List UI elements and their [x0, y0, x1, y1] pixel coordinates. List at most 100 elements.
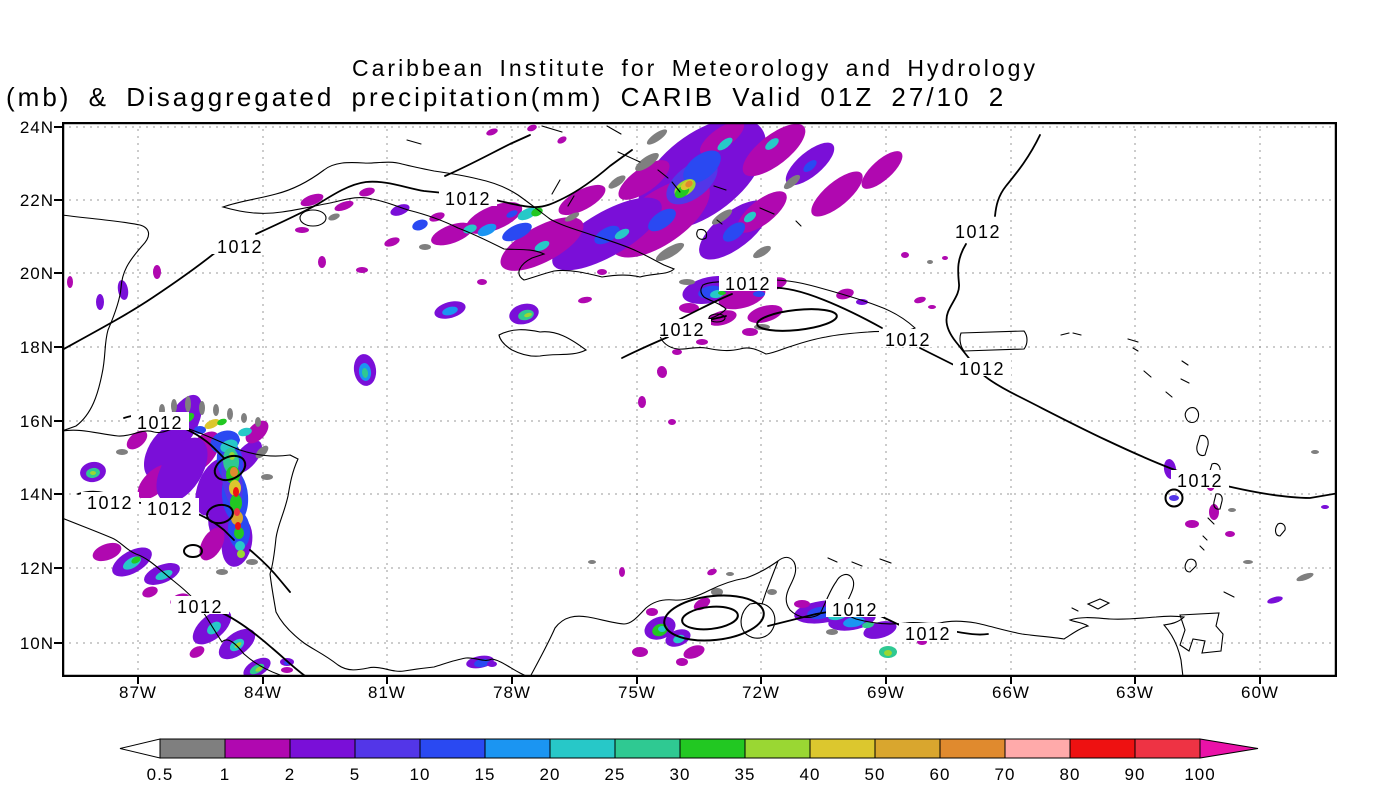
precip-cell: [431, 222, 473, 246]
colorbar-segment: [744, 738, 811, 759]
precip-cell: [578, 296, 592, 304]
precip-cell: [646, 608, 658, 616]
precip-cell: [743, 211, 757, 223]
precip-cell: [328, 213, 340, 221]
precip-cell: [245, 420, 269, 444]
precip-cell: [742, 328, 758, 336]
x-axis-tick-mark: [386, 677, 388, 684]
colorbar-segment: [159, 738, 226, 759]
precip-cell: [487, 661, 497, 667]
precip-cell: [811, 171, 863, 217]
isobar-closed-contour: [663, 594, 765, 642]
colorbar-segment: [1069, 738, 1136, 759]
coastline: [62, 214, 150, 432]
precip-cell: [1169, 495, 1179, 501]
precip-cell: [233, 487, 239, 497]
precip-cell: [726, 572, 734, 576]
y-axis-tick-label: 10N: [19, 634, 54, 653]
isobar-closed-contour: [213, 454, 247, 482]
precip-cell: [318, 256, 326, 268]
colorbar-tick-label: 50: [865, 765, 886, 784]
precip-cell: [685, 180, 693, 188]
precip-cell: [237, 550, 245, 558]
isobar-label-mask: [439, 188, 497, 206]
isobar-label: 1012: [177, 597, 223, 617]
x-axis-tick-mark: [1134, 677, 1136, 684]
coastline: [529, 556, 1186, 677]
precip-cell: [234, 527, 244, 539]
isobar-contour: [444, 134, 531, 177]
precip-cell: [927, 260, 933, 264]
x-axis-tick-mark: [760, 677, 762, 684]
precip-cell: [155, 569, 173, 581]
isobar-closed-contour: [183, 544, 203, 558]
precipitation-shading-layer: [67, 122, 1329, 677]
isobar-label-mask: [141, 498, 199, 516]
precip-cell: [442, 306, 458, 316]
colorbar-segment: [939, 738, 1006, 759]
precip-cell: [334, 200, 354, 212]
y-axis-tick-mark: [54, 493, 62, 495]
isobar-contour: [767, 610, 835, 627]
precip-cell: [1321, 505, 1329, 509]
precip-cell: [767, 589, 777, 595]
x-axis-tick-mark: [1010, 677, 1012, 684]
colorbar-tick-label: 80: [1060, 765, 1081, 784]
precip-cell: [699, 122, 745, 156]
precip-cell: [477, 279, 487, 285]
precip-cell: [502, 222, 532, 242]
precip-cell: [942, 256, 948, 260]
isobar-label-mask: [953, 358, 1011, 376]
precip-cell: [142, 586, 158, 598]
precip-cell: [90, 471, 96, 475]
precip-cell: [412, 219, 428, 231]
precip-cell: [914, 296, 926, 304]
precip-cell: [241, 413, 247, 423]
precip-cell: [676, 658, 688, 666]
precip-cell: [235, 541, 245, 551]
precip-cell: [361, 368, 369, 378]
colorbar-segment: [419, 738, 486, 759]
precip-cell: [506, 210, 518, 218]
isobar-label: 1012: [147, 499, 193, 519]
isobar-label-mask: [826, 599, 884, 617]
precip-cell: [217, 418, 227, 426]
isobar-label-mask: [131, 412, 189, 430]
precip-cell: [711, 588, 723, 596]
y-axis-tick-mark: [54, 642, 62, 644]
precip-cell: [672, 349, 682, 355]
precip-cell: [126, 430, 148, 450]
colorbar-tick-label: 70: [995, 765, 1016, 784]
precip-cell: [588, 560, 596, 564]
x-axis-tick-label: 84W: [244, 683, 282, 702]
x-axis-tick-mark: [885, 677, 887, 684]
precip-cell: [803, 160, 817, 172]
precip-cell: [199, 401, 205, 415]
isobar-label-mask: [1171, 470, 1229, 488]
precip-cell: [235, 522, 241, 530]
x-axis-tick-label: 69W: [867, 683, 905, 702]
precip-cell: [230, 467, 238, 477]
precip-cell: [836, 288, 854, 300]
isobar-label: 1012: [137, 413, 183, 433]
coastline: [498, 329, 588, 357]
precip-cell: [131, 556, 141, 564]
colorbar-tick-label: 0.5: [147, 765, 174, 784]
isobar-label: 1012: [955, 222, 1001, 242]
precip-cell: [856, 299, 868, 305]
colorbar-tick-label: 5: [350, 765, 360, 784]
coastline: [406, 125, 802, 240]
colorbar-tick-label: 2: [285, 765, 295, 784]
isobar-label-mask: [949, 221, 1007, 239]
precip-cell: [928, 305, 936, 309]
precip-cell: [189, 646, 205, 658]
precip-cell: [737, 191, 787, 233]
colorbar-tick-label: 90: [1125, 765, 1146, 784]
isobar-label-mask: [81, 492, 139, 510]
precip-cell: [753, 245, 771, 259]
coastline: [740, 560, 779, 639]
precip-cell: [711, 209, 733, 225]
precip-cell: [234, 642, 242, 648]
isobar-contour: [489, 149, 633, 209]
colorbar-segment: [809, 738, 876, 759]
